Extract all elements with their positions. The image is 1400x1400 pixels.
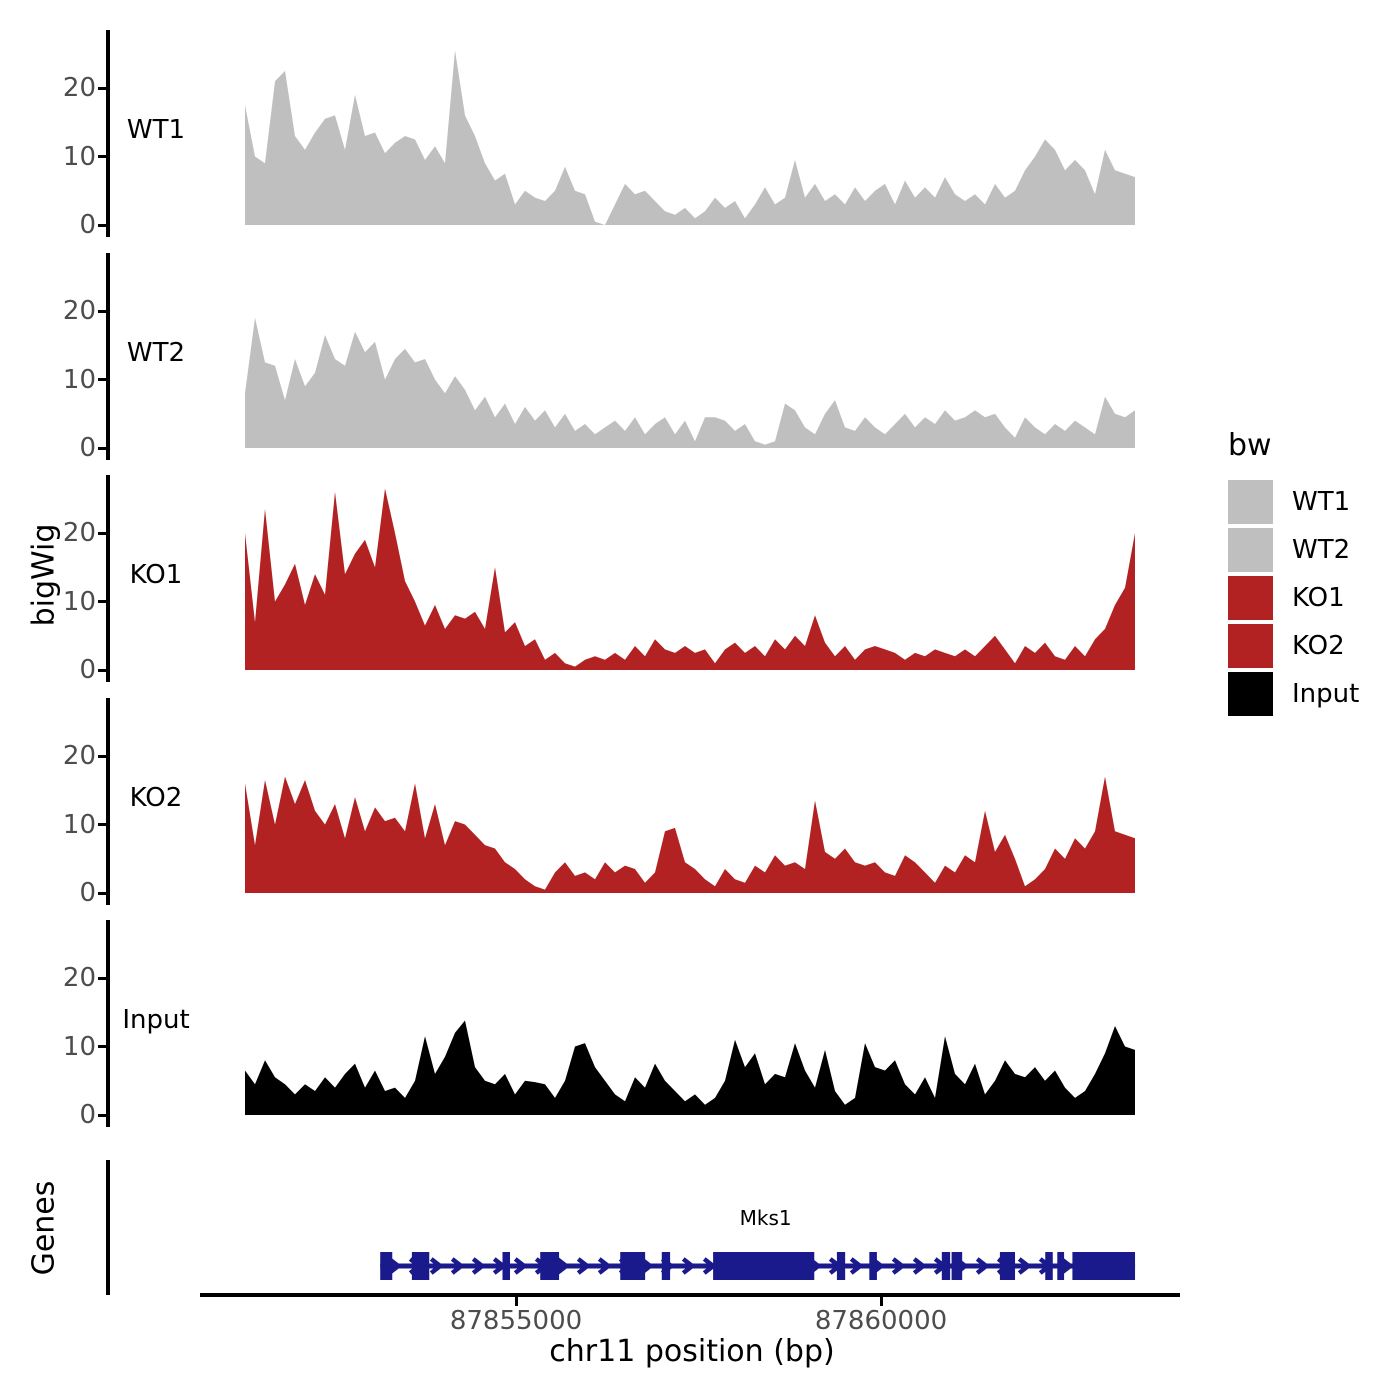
y-tick-label: 10 <box>62 809 96 840</box>
y-axis-line <box>106 253 110 460</box>
y-tick-label: 0 <box>79 210 96 240</box>
strip-label-wt2: WT2 <box>126 338 186 368</box>
x-axis-title: chr11 position (bp) <box>549 1334 835 1369</box>
y-tick-mark <box>98 531 106 535</box>
y-tick-label: 20 <box>62 741 96 771</box>
y-tick-label: 10 <box>62 586 96 617</box>
y-tick-mark <box>98 891 106 895</box>
legend-key-wt1 <box>1228 480 1273 524</box>
gene-model-svg: Mks1 <box>380 1206 1136 1280</box>
coverage-area-svg-ko2 <box>245 776 1135 893</box>
y-tick-mark <box>98 309 106 313</box>
gene-name-label: Mks1 <box>740 1206 792 1230</box>
strip-label-ko1: KO1 <box>129 560 183 590</box>
y-tick-label: 20 <box>62 518 96 548</box>
legend-label-input: Input <box>1292 679 1360 709</box>
legend-label-ko2: KO2 <box>1292 631 1345 661</box>
strip-label-wt1: WT1 <box>126 115 186 145</box>
gene-exon <box>713 1252 815 1280</box>
gene-exon <box>999 1252 1016 1280</box>
y-axis-line <box>106 920 110 1127</box>
y-tick-label: 10 <box>62 1031 96 1062</box>
y-tick-label: 20 <box>62 296 96 326</box>
y-tick-label: 0 <box>79 655 96 685</box>
y-tick-label: 10 <box>62 364 96 395</box>
y-tick-mark <box>98 155 106 158</box>
legend-label-ko1: KO1 <box>1292 583 1345 613</box>
y-axis-line <box>106 30 110 237</box>
y-tick-mark <box>98 1045 106 1048</box>
y-axis-line <box>106 475 110 682</box>
x-tick-mark <box>514 1297 518 1306</box>
coverage-area-wt1 <box>245 50 1135 225</box>
gene-exon <box>1072 1252 1136 1280</box>
strip-label-input: Input <box>122 1005 190 1035</box>
gene-exon <box>411 1252 430 1280</box>
coverage-area-ko2 <box>245 776 1135 893</box>
gene-exon <box>1045 1252 1053 1280</box>
y-tick-label: 10 <box>62 141 96 172</box>
gene-exon <box>836 1252 846 1280</box>
coverage-area-svg-wt2 <box>245 317 1135 448</box>
y-axis-line <box>106 698 110 905</box>
legend-title: bw <box>1228 428 1272 463</box>
coverage-area-svg-wt1 <box>245 50 1135 225</box>
legend-key-ko2 <box>1228 624 1273 668</box>
gene-exon <box>540 1252 560 1280</box>
y-tick-mark <box>98 1113 106 1117</box>
strip-label-ko2: KO2 <box>129 783 183 813</box>
y-tick-mark <box>98 976 106 980</box>
x-tick-mark <box>879 1297 883 1306</box>
y-tick-label: 0 <box>79 1100 96 1130</box>
gene-exon <box>661 1252 671 1280</box>
gene-exon <box>951 1252 963 1280</box>
y-tick-mark <box>98 668 106 672</box>
y-tick-mark <box>98 600 106 603</box>
coverage-area-svg-ko1 <box>245 488 1135 670</box>
gene-exon <box>380 1252 393 1280</box>
gene-exon <box>620 1252 646 1280</box>
y-tick-mark <box>98 446 106 450</box>
x-tick-label: 87855000 <box>449 1306 583 1336</box>
legend-label-wt2: WT2 <box>1292 535 1351 565</box>
x-axis-line <box>200 1293 1180 1297</box>
legend-key-input <box>1228 672 1273 716</box>
y-tick-mark <box>98 223 106 227</box>
coverage-area-svg-input <box>245 1020 1135 1115</box>
y-tick-mark <box>98 378 106 381</box>
y-tick-mark <box>98 754 106 758</box>
y-tick-mark <box>98 86 106 90</box>
coverage-area-input <box>245 1020 1135 1115</box>
y-tick-label: 20 <box>62 963 96 993</box>
gene-exon <box>941 1252 951 1280</box>
gene-exon <box>1057 1252 1065 1280</box>
y-tick-label: 20 <box>62 73 96 103</box>
x-tick-label: 87860000 <box>814 1306 948 1336</box>
coverage-area-ko1 <box>245 488 1135 670</box>
genes-axis-line <box>106 1160 110 1295</box>
y-axis-label-genes: Genes <box>26 1180 62 1276</box>
y-tick-mark <box>98 823 106 826</box>
y-tick-label: 0 <box>79 878 96 908</box>
legend-key-wt2 <box>1228 528 1273 572</box>
y-tick-label: 0 <box>79 433 96 463</box>
legend-key-ko1 <box>1228 576 1273 620</box>
coverage-area-wt2 <box>245 317 1135 448</box>
legend-label-wt1: WT1 <box>1292 487 1351 517</box>
gene-exon <box>869 1252 877 1280</box>
gene-exon <box>502 1252 511 1280</box>
